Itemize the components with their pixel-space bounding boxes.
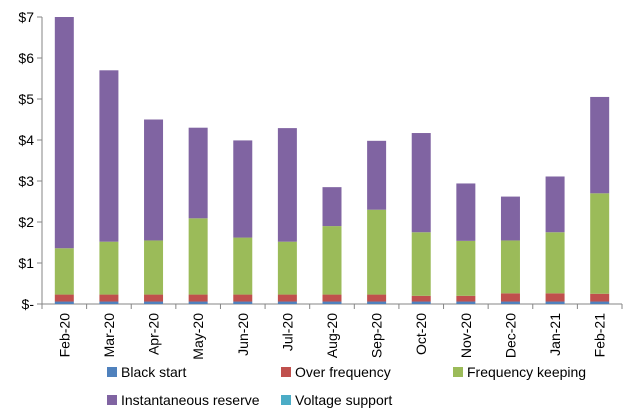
x-tick-label: Oct-20 — [413, 313, 429, 355]
legend: Black start Over frequency Frequency keepi… — [107, 364, 586, 408]
x-tick-label: Apr-20 — [146, 313, 162, 355]
bar-segment-instantaneous-reserve-dec-20 — [500, 196, 520, 241]
y-tick-label: $4 — [18, 132, 34, 148]
bar-segment-instantaneous-reserve-nov-20 — [456, 183, 476, 241]
bar-segment-black-start-feb-21 — [590, 301, 610, 304]
bar-segment-over-frequency-feb-20 — [54, 294, 74, 302]
bar-segment-over-frequency-sep-20 — [367, 294, 387, 302]
bar-segment-frequency-keeping-apr-20 — [144, 240, 164, 295]
legend-label-voltage-support: Voltage support — [295, 392, 392, 408]
legend-label-over-frequency: Over frequency — [295, 364, 391, 380]
bar-segment-over-frequency-apr-20 — [144, 294, 164, 302]
bar-segment-frequency-keeping-oct-20 — [411, 232, 431, 296]
bar-segment-over-frequency-nov-20 — [456, 295, 476, 302]
x-tick-label: Nov-20 — [458, 313, 474, 358]
bar-segment-instantaneous-reserve-may-20 — [188, 127, 208, 219]
legend-label-frequency-keeping: Frequency keeping — [467, 364, 586, 380]
bar-segment-frequency-keeping-feb-20 — [54, 248, 74, 295]
bar-segment-black-start-feb-20 — [54, 301, 74, 304]
legend-swatch-over-frequency — [281, 367, 291, 377]
bar-segment-black-start-dec-20 — [500, 301, 520, 304]
bar-segment-frequency-keeping-sep-20 — [367, 209, 387, 295]
bar-segment-black-start-jun-20 — [233, 301, 253, 304]
bar-segment-frequency-keeping-dec-20 — [500, 240, 520, 294]
bar-segment-over-frequency-jul-20 — [277, 294, 297, 302]
bar-segment-over-frequency-may-20 — [188, 294, 208, 302]
y-tick-label: $1 — [18, 255, 34, 271]
y-tick-label: $2 — [18, 214, 34, 230]
bar-segment-black-start-jan-21 — [545, 301, 565, 304]
x-tick-label: Dec-20 — [502, 313, 518, 358]
bar-segment-frequency-keeping-aug-20 — [322, 226, 342, 295]
bar-segment-over-frequency-aug-20 — [322, 294, 342, 302]
bar-segment-frequency-keeping-jul-20 — [277, 241, 297, 295]
bar-segment-black-start-nov-20 — [456, 301, 476, 304]
bar-segment-frequency-keeping-feb-21 — [590, 193, 610, 294]
bar-segment-over-frequency-oct-20 — [411, 295, 431, 302]
x-tick-label: Jul-20 — [279, 313, 295, 351]
bar-segment-over-frequency-dec-20 — [500, 293, 520, 302]
bar-segment-frequency-keeping-mar-20 — [99, 241, 119, 295]
bar-segment-black-start-apr-20 — [144, 301, 164, 304]
legend-label-black-start: Black start — [121, 364, 186, 380]
bar-segment-frequency-keeping-jun-20 — [233, 237, 253, 295]
x-tick-label: Feb-21 — [592, 313, 608, 358]
legend-swatch-black-start — [107, 367, 117, 377]
bar-segment-instantaneous-reserve-mar-20 — [99, 70, 119, 242]
bar-segment-instantaneous-reserve-sep-20 — [367, 140, 387, 210]
bar-segment-instantaneous-reserve-jan-21 — [545, 176, 565, 233]
bar-segment-frequency-keeping-jan-21 — [545, 232, 565, 294]
plot-area: $- $1 $2 $3 $4 $5 $6 $7 Feb-20 Mar-20 Apr-20 May-20… — [18, 9, 623, 360]
bar-segment-over-frequency-mar-20 — [99, 294, 119, 302]
legend-swatch-frequency-keeping — [453, 367, 463, 377]
bar-segment-instantaneous-reserve-jul-20 — [277, 128, 297, 242]
x-tick-label: Mar-20 — [101, 313, 117, 358]
bar-segment-black-start-may-20 — [188, 301, 208, 304]
bar-segment-over-frequency-feb-21 — [590, 293, 610, 302]
bar-segment-black-start-oct-20 — [411, 301, 431, 304]
y-tick-label: $7 — [18, 9, 34, 25]
legend-swatch-instantaneous-reserve — [107, 395, 117, 405]
y-tick-label: $3 — [18, 173, 34, 189]
bar-segment-black-start-sep-20 — [367, 301, 387, 304]
x-tick-label: May-20 — [190, 313, 206, 360]
bar-segment-frequency-keeping-may-20 — [188, 218, 208, 295]
bar-segment-over-frequency-jun-20 — [233, 294, 253, 302]
bar-segment-black-start-jul-20 — [277, 301, 297, 304]
legend-swatch-voltage-support — [281, 395, 291, 405]
bar-segment-instantaneous-reserve-feb-21 — [590, 96, 610, 194]
bar-segment-instantaneous-reserve-oct-20 — [411, 133, 431, 233]
bar-segment-instantaneous-reserve-aug-20 — [322, 187, 342, 227]
x-tick-label: Feb-20 — [56, 313, 72, 358]
bar-segment-instantaneous-reserve-apr-20 — [144, 119, 164, 241]
x-tick-label: Jun-20 — [235, 313, 251, 356]
y-tick-label: $5 — [18, 91, 34, 107]
bar-segment-instantaneous-reserve-feb-20 — [54, 17, 74, 249]
bar-segment-instantaneous-reserve-jun-20 — [233, 140, 253, 238]
x-tick-label: Jan-21 — [547, 313, 563, 356]
bar-segment-black-start-mar-20 — [99, 301, 119, 304]
bar-segment-over-frequency-jan-21 — [545, 293, 565, 302]
legend-label-instantaneous-reserve: Instantaneous reserve — [121, 392, 260, 408]
y-tick-label: $- — [22, 296, 35, 312]
bar-segment-frequency-keeping-nov-20 — [456, 240, 476, 296]
y-tick-label: $6 — [18, 50, 34, 66]
x-tick-label: Sep-20 — [369, 313, 385, 358]
bar-segment-black-start-aug-20 — [322, 301, 342, 304]
x-tick-label: Aug-20 — [324, 313, 340, 358]
